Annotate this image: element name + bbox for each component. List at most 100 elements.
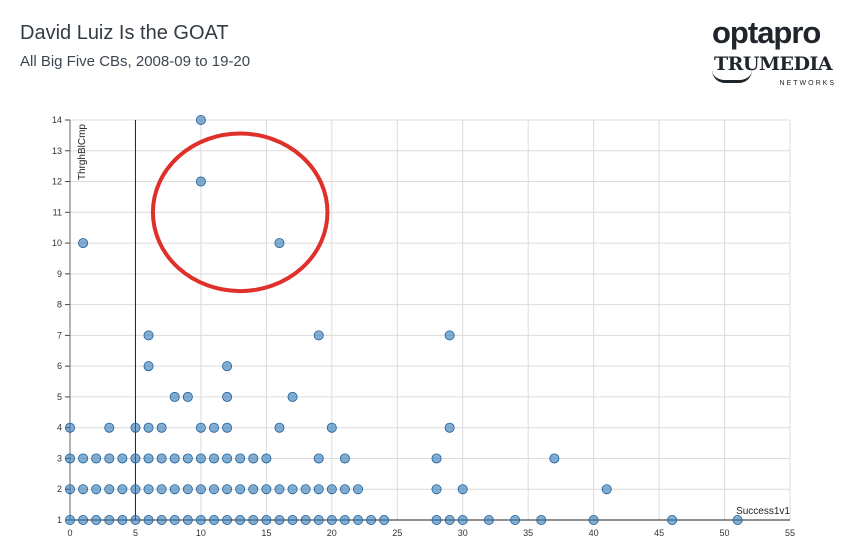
x-tick-label: 35 [523,528,533,538]
data-point [156,484,167,495]
x-tick-label: 0 [67,528,72,538]
chart-annotation [150,131,330,294]
data-point [339,484,350,495]
data-point [104,484,115,495]
data-point [352,484,363,495]
data-point [182,515,193,526]
data-point [274,422,285,433]
y-tick-label: 5 [57,392,62,402]
x-tick-label: 15 [261,528,271,538]
x-tick-label: 25 [392,528,402,538]
data-point [117,515,128,526]
data-point [339,515,350,526]
data-point [169,515,180,526]
data-point [65,453,76,464]
y-tick-label: 13 [52,146,62,156]
data-point [195,453,206,464]
data-point [300,515,311,526]
data-point [143,453,154,464]
data-point [235,515,246,526]
data-point [195,115,206,126]
data-point [169,453,180,464]
data-point [78,453,89,464]
data-point [287,515,298,526]
data-point [169,484,180,495]
data-point [208,453,219,464]
data-point [195,176,206,187]
data-point [143,515,154,526]
data-point [431,515,442,526]
data-point [248,453,259,464]
data-point [65,484,76,495]
x-axis-label: Success1v1 [736,506,790,517]
data-point [130,453,141,464]
data-point [261,484,272,495]
data-point [130,484,141,495]
data-point [444,515,455,526]
data-point [732,515,743,526]
data-point [130,515,141,526]
data-point [261,453,272,464]
x-tick-label: 50 [720,528,730,538]
data-point [195,515,206,526]
data-point [222,422,233,433]
y-tick-label: 6 [57,361,62,371]
data-point [208,484,219,495]
x-tick-label: 5 [133,528,138,538]
x-tick-label: 40 [589,528,599,538]
data-point [300,484,311,495]
data-point [222,391,233,402]
data-point [222,484,233,495]
data-point [91,484,102,495]
data-point [222,515,233,526]
data-point [143,361,154,372]
data-point [65,515,76,526]
y-tick-label: 8 [57,300,62,310]
y-axis-label: ThrghBlCmp [77,124,88,181]
data-point [366,515,377,526]
y-tick-label: 3 [57,453,62,463]
data-point [248,484,259,495]
data-point [235,484,246,495]
data-point [91,453,102,464]
x-tick-label: 20 [327,528,337,538]
y-tick-label: 9 [57,269,62,279]
data-point [313,453,324,464]
data-point [195,422,206,433]
data-point [667,515,678,526]
x-tick-label: 30 [458,528,468,538]
chart-points [65,115,743,526]
data-point [549,453,560,464]
data-point [588,515,599,526]
data-point [235,453,246,464]
data-point [195,484,206,495]
data-point [156,453,167,464]
x-tick-label: 45 [654,528,664,538]
data-point [143,484,154,495]
y-tick-label: 11 [53,207,62,217]
data-point [169,391,180,402]
data-point [130,422,141,433]
data-point [287,484,298,495]
data-point [287,391,298,402]
data-point [117,484,128,495]
data-point [182,391,193,402]
data-point [78,484,89,495]
y-tick-label: 10 [52,238,62,248]
data-point [91,515,102,526]
data-point [431,453,442,464]
y-tick-label: 2 [57,484,62,494]
data-point [182,484,193,495]
data-point [536,515,547,526]
y-tick-label: 14 [52,115,62,125]
data-point [104,453,115,464]
data-point [104,422,115,433]
data-point [444,330,455,341]
data-point [65,422,76,433]
data-point [182,453,193,464]
data-point [143,330,154,341]
data-point [222,453,233,464]
data-point [510,515,521,526]
data-point [156,422,167,433]
